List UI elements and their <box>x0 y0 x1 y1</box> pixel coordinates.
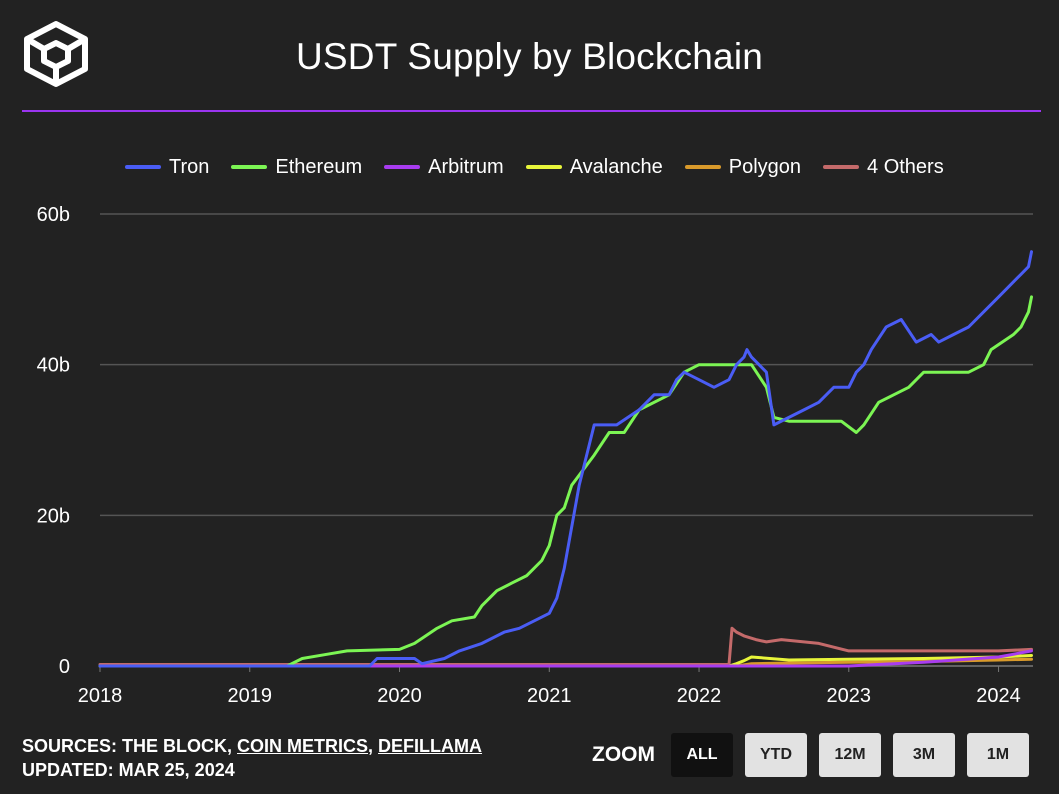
source-link-defillama[interactable]: DEFILLAMA <box>378 736 483 756</box>
chart-title: USDT Supply by Blockchain <box>295 36 764 77</box>
legend-item-ethereum[interactable]: Ethereum <box>231 156 362 179</box>
x-tick-label: 2022 <box>677 685 722 707</box>
legend-swatch <box>525 165 562 169</box>
y-tick-label: 0 <box>59 656 70 678</box>
x-tick-label: 2020 <box>377 685 422 707</box>
legend-swatch <box>125 165 161 169</box>
legend-item-arbitrum[interactable]: Arbitrum <box>384 156 504 179</box>
cube-logo-icon <box>24 21 88 87</box>
legend-swatch <box>823 165 860 169</box>
series-line-ethereum <box>98 295 1033 668</box>
legend-item-polygon[interactable]: Polygon <box>684 155 802 179</box>
series-line-4-others <box>98 626 1033 666</box>
legend-label: Polygon <box>728 155 802 178</box>
legend-label: Arbitrum <box>428 155 504 178</box>
sources-note: SOURCES: THE BLOCK, COIN METRICS, DEFILL… <box>22 734 482 782</box>
zoom-ytd-button[interactable]: YTD <box>745 733 807 777</box>
legend-label: 4 Others <box>867 155 944 178</box>
sources-separator: , <box>368 736 379 756</box>
zoom-all-button[interactable]: ALL <box>671 733 733 777</box>
series-line-arbitrum <box>98 649 1033 668</box>
legend-label: Avalanche <box>569 155 663 178</box>
x-tick-label: 2021 <box>527 685 572 707</box>
y-tick-label: 60b <box>37 204 70 226</box>
legend-item-tron[interactable]: Tron <box>125 156 209 179</box>
line-chart: 0 20b 40b 60b 2018 2019 2020 2021 2022 2023 2024 <box>37 204 1033 707</box>
sources-line: SOURCES: THE BLOCK, COIN METRICS, DEFILL… <box>22 734 482 758</box>
zoom-3m-button[interactable]: 3M <box>893 733 955 777</box>
zoom-12m-button[interactable]: 12M <box>819 733 881 777</box>
legend-item-avalanche[interactable]: Avalanche <box>525 155 663 179</box>
series-line-tron <box>98 250 1033 668</box>
legend-label: Tron <box>169 155 210 178</box>
x-tick-label: 2018 <box>78 685 123 707</box>
zoom-label: ZOOM <box>592 743 655 766</box>
chart-legend: Tron Ethereum Arbitrum Avalanche Polygon 4 Ot… <box>125 153 966 181</box>
legend-item-4-others[interactable]: 4 Others <box>823 156 944 179</box>
legend-swatch <box>684 165 721 169</box>
zoom-1m-button[interactable]: 1M <box>967 733 1029 777</box>
y-tick-label: 40b <box>37 355 70 377</box>
x-tick-label: 2024 <box>976 685 1021 707</box>
legend-swatch <box>384 165 421 169</box>
updated-date: UPDATED: MAR 25, 2024 <box>22 760 235 780</box>
x-tick-label: 2019 <box>228 685 273 707</box>
sources-prefix: SOURCES: THE BLOCK, <box>22 736 238 756</box>
zoom-controls: ZOOM ALL YTD 12M 3M 1M <box>592 733 1041 777</box>
x-tick-label: 2023 <box>827 685 872 707</box>
y-tick-label: 20b <box>37 505 70 527</box>
title-divider <box>22 110 1041 112</box>
source-link-coin-metrics[interactable]: COIN METRICS <box>237 736 369 756</box>
header: USDT Supply by Blockchain <box>0 0 1059 112</box>
legend-swatch <box>231 165 268 169</box>
legend-label: Ethereum <box>275 155 363 178</box>
